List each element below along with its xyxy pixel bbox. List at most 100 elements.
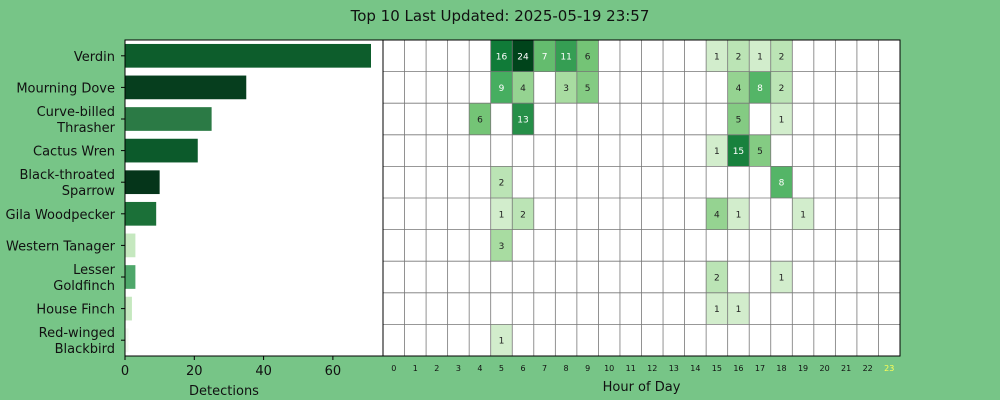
- heatmap-cell: [490, 198, 513, 230]
- heatmap-x-tick-label: 6: [520, 364, 525, 373]
- heatmap-cell-label: 5: [736, 116, 742, 126]
- bar-7: [125, 265, 136, 289]
- bar-x-tick-label: 20: [186, 364, 203, 379]
- bar-1: [125, 75, 247, 100]
- heatmap-cell: [706, 261, 728, 293]
- heatmap-cell: [749, 40, 771, 72]
- heatmap-cell: [533, 40, 556, 72]
- heatmap-cell-label: 1: [499, 337, 505, 347]
- heatmap-cell: [490, 229, 513, 262]
- heatmap-cell: [576, 71, 599, 104]
- bar-category-label: Gila Woodpecker: [6, 208, 116, 223]
- heatmap-cell: [727, 40, 750, 72]
- heatmap-cell-label: 1: [499, 210, 505, 220]
- heatmap-cell-label: 1: [757, 52, 763, 62]
- heatmap-x-tick-label: 12: [647, 364, 657, 373]
- heatmap-cell-label: 5: [585, 84, 591, 94]
- heatmap-cell-label: 5: [757, 147, 763, 157]
- heatmap-x-tick-label: 17: [755, 364, 765, 373]
- heatmap-cell-label: 4: [736, 84, 742, 94]
- heatmap-x-tick-label: 0: [391, 364, 396, 373]
- heatmap-cell-label: 1: [714, 305, 720, 315]
- heatmap-cell: [490, 166, 513, 198]
- heatmap-cell-label: 16: [496, 52, 508, 62]
- heatmap-cell-label: 1: [800, 210, 806, 220]
- heatmap-cell: [469, 103, 491, 135]
- heatmap-cell-label: 4: [714, 210, 720, 220]
- heatmap-x-tick-label: 19: [798, 364, 808, 373]
- bar-category-label: Western Tanager: [6, 239, 116, 254]
- heatmap-x-tick-label: 22: [863, 364, 873, 373]
- heatmap-cell-label: 1: [714, 147, 720, 157]
- heatmap-cell-label: 2: [714, 274, 720, 284]
- heatmap-cell-label: 8: [779, 179, 785, 189]
- heatmap-x-tick-label: 20: [820, 364, 830, 373]
- bar-category-label: Curve-billed Thrasher: [37, 105, 116, 136]
- heatmap-cell: [770, 261, 793, 293]
- heatmap-x-tick-label: 21: [841, 364, 851, 373]
- heatmap-cell: [770, 71, 793, 104]
- heatmap-cell-label: 1: [714, 52, 720, 62]
- heatmap-cell-label: 6: [477, 116, 483, 126]
- heatmap-cell-label: 3: [563, 84, 569, 94]
- heatmap-cell: [770, 40, 793, 72]
- heatmap-cell-label: 2: [779, 52, 785, 62]
- heatmap-x-tick-label: 13: [669, 364, 679, 373]
- heatmap-x-tick-label: 14: [690, 364, 700, 373]
- bar-x-axis-label: Detections: [189, 384, 259, 399]
- heatmap-cell-label: 2: [779, 84, 785, 94]
- bar-9: [125, 328, 129, 353]
- bar-6: [125, 233, 136, 258]
- heatmap-frame: [382, 39, 901, 357]
- heatmap-cell: [576, 40, 599, 72]
- heatmap-cell: [727, 198, 750, 230]
- heatmap-cell: [792, 198, 814, 230]
- bar-3: [125, 138, 198, 163]
- heatmap-cell-label: 8: [757, 84, 763, 94]
- bar-x-tick-label: 60: [325, 364, 342, 379]
- heatmap-cell-label: 1: [779, 274, 785, 284]
- heatmap-cell-label: 9: [499, 84, 505, 94]
- bar-x-tick-label: 0: [121, 364, 129, 379]
- heatmap-x-tick-label: 15: [712, 364, 722, 373]
- bar-category-label: Lesser Goldfinch: [53, 263, 115, 294]
- heatmap-cell: [555, 71, 577, 104]
- heatmap-x-tick-label: 4: [477, 364, 482, 373]
- heatmap-x-tick-label: 1: [413, 364, 418, 373]
- heatmap-cell: [490, 324, 513, 356]
- heatmap-cell: [512, 71, 534, 104]
- bar-category-label: Verdin: [74, 50, 115, 65]
- heatmap-cell-label: 2: [499, 179, 505, 189]
- heatmap-cell: [706, 134, 728, 167]
- heatmap-cell: [706, 40, 728, 72]
- bar-category-label: House Finch: [36, 303, 115, 318]
- bar-x-tick-label: 40: [255, 364, 272, 379]
- chart-title: Top 10 Last Updated: 2025-05-19 23:57: [350, 7, 650, 25]
- bar-category-label: Mourning Dove: [16, 81, 115, 96]
- heatmap-cell-label: 1: [736, 210, 742, 220]
- heatmap-cell: [706, 292, 728, 325]
- heatmap-x-tick-label: 8: [564, 364, 569, 373]
- heatmap-cell-label: 15: [733, 147, 744, 157]
- heatmap-cell: [512, 103, 534, 135]
- heatmap-cell: [490, 71, 513, 104]
- heatmap-cell-label: 7: [542, 52, 548, 62]
- heatmap-x-axis-label: Hour of Day: [603, 380, 681, 395]
- heatmap-cell: [706, 198, 728, 230]
- heatmap: 16 24 7 11 6 1 2 1 29 4 3 5 4 8 26 13 5 11 15 52 81 2 4 1 132 11 1…: [382, 39, 901, 395]
- heatmap-cell: [512, 40, 534, 72]
- heatmap-cell-label: 1: [736, 305, 742, 315]
- heatmap-x-tick-label: 11: [626, 364, 636, 373]
- bar-category-label: Red-winged Blackbird: [39, 326, 115, 357]
- heatmap-cell-label: 13: [517, 116, 528, 126]
- heatmap-cell: [749, 134, 771, 167]
- heatmap-cell-label: 4: [520, 84, 526, 94]
- bar-0: [125, 43, 371, 68]
- bar-2: [125, 107, 212, 131]
- heatmap-cell-label: 2: [520, 210, 526, 220]
- heatmap-cell: [770, 166, 793, 198]
- heatmap-cell: [770, 103, 793, 135]
- heatmap-x-tick-label: 10: [604, 364, 614, 373]
